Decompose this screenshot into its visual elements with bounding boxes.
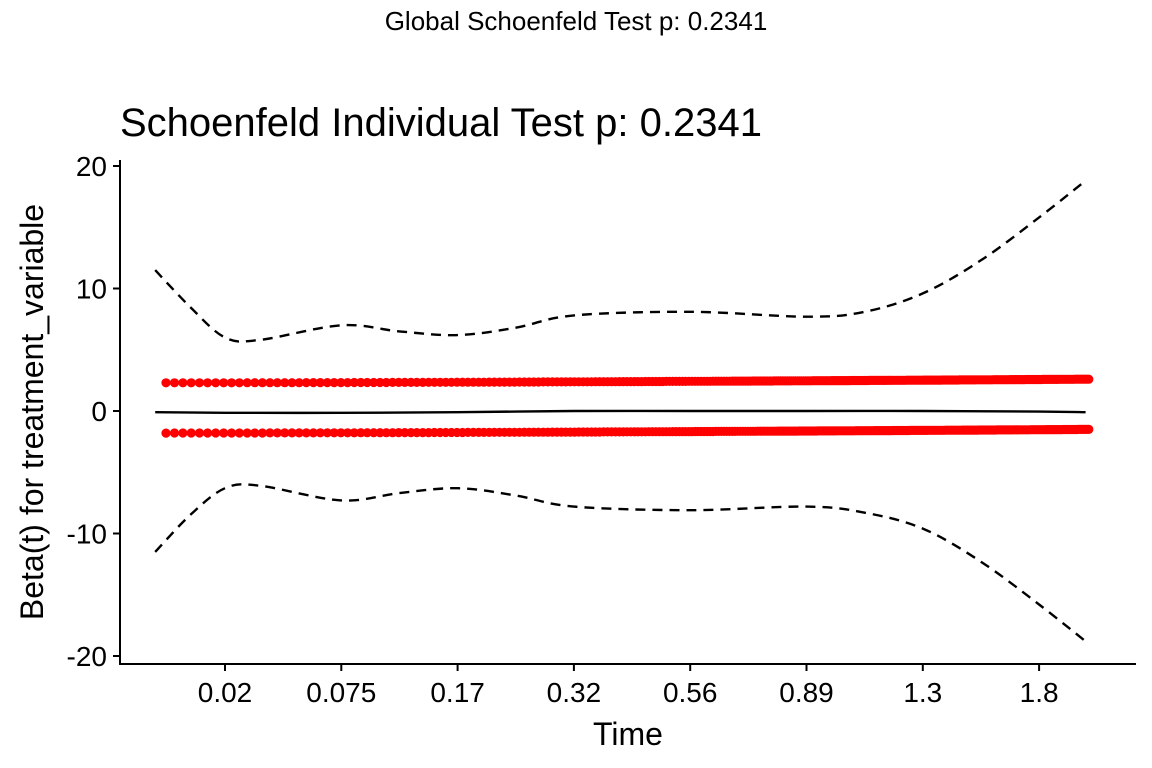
residual-point	[161, 378, 171, 388]
residual-point	[356, 377, 366, 388]
residual-point	[257, 428, 267, 438]
residual-point	[250, 378, 260, 388]
residual-point	[349, 428, 359, 438]
y-tick-label: -20	[67, 641, 107, 672]
residual-point	[287, 428, 297, 438]
plot-area	[154, 179, 1094, 643]
residual-point	[287, 378, 297, 388]
fitted-beta-line	[155, 409, 1086, 415]
y-tick-label: -10	[67, 519, 107, 550]
residual-point	[362, 377, 372, 388]
chart-title: Schoenfeld Individual Test p: 0.2341	[120, 101, 762, 145]
residual-point	[194, 428, 205, 438]
y-axis-ticks: -20 -10 0 10 20	[67, 151, 120, 672]
residual-point	[349, 377, 359, 388]
residual-point	[343, 378, 353, 388]
y-tick-label: 10	[76, 274, 107, 305]
residual-point	[211, 378, 221, 388]
residual-point	[280, 378, 290, 388]
x-axis-ticks: 0.02 0.075 0.17 0.32 0.56 0.89 1.3 1.8	[198, 664, 1059, 708]
residual-point	[161, 428, 171, 438]
residual-point	[257, 378, 267, 388]
residual-point	[336, 428, 346, 438]
residual-point	[315, 428, 325, 438]
residual-point	[219, 428, 229, 438]
residual-point	[329, 428, 339, 438]
residual-point	[369, 428, 379, 438]
residual-point	[315, 378, 325, 388]
residual-point	[178, 428, 188, 438]
residual-point	[265, 378, 275, 388]
residual-point	[1084, 374, 1094, 384]
residual-point	[250, 428, 260, 438]
residual-point	[272, 428, 282, 438]
residual-point	[301, 428, 311, 438]
residual-point	[308, 428, 318, 438]
residual-point	[203, 428, 213, 438]
residual-point	[375, 377, 385, 388]
residual-point	[178, 378, 188, 388]
residual-point	[194, 378, 205, 388]
residual-point	[322, 378, 332, 388]
residual-point	[362, 428, 372, 438]
residual-point	[211, 428, 221, 438]
residual-point	[280, 428, 290, 438]
residual-band	[161, 424, 1094, 438]
x-tick-label: 0.89	[779, 677, 834, 708]
residual-point	[375, 428, 385, 438]
lower-confidence-line	[154, 483, 1087, 643]
residual-point	[227, 378, 237, 388]
residual-point	[169, 428, 180, 438]
x-tick-label: 0.02	[198, 677, 253, 708]
x-tick-label: 0.32	[547, 677, 602, 708]
residual-point	[1084, 424, 1094, 434]
residual-point	[294, 428, 304, 438]
residual-point	[265, 428, 275, 438]
residual-point	[308, 378, 318, 388]
y-tick-label: 0	[91, 396, 107, 427]
residual-point	[169, 378, 180, 388]
residual-point	[369, 377, 379, 388]
x-tick-label: 1.8	[1020, 677, 1059, 708]
residual-band	[161, 374, 1094, 388]
y-axis-label: Beta(t) for treatment_variable	[14, 204, 50, 620]
residual-point	[186, 378, 196, 388]
upper-confidence-line	[154, 179, 1087, 343]
residual-point	[234, 428, 244, 438]
residual-point	[219, 378, 229, 388]
residual-point	[356, 428, 366, 438]
residual-point	[272, 378, 282, 388]
x-axis-label: Time	[593, 716, 663, 752]
residual-point	[203, 378, 213, 388]
residual-point	[294, 378, 304, 388]
residual-point	[234, 378, 244, 388]
residual-point	[322, 428, 332, 438]
residual-point	[186, 428, 196, 438]
residual-point	[242, 428, 252, 438]
residual-point	[381, 428, 391, 438]
x-tick-label: 0.075	[306, 677, 376, 708]
residual-point	[336, 378, 346, 388]
residual-point	[343, 428, 353, 438]
y-tick-label: 20	[76, 151, 107, 182]
residual-point	[301, 378, 311, 388]
x-tick-label: 0.56	[663, 677, 718, 708]
global-test-title: Global Schoenfeld Test p: 0.2341	[384, 6, 768, 36]
x-tick-label: 1.3	[903, 677, 942, 708]
residual-point	[242, 378, 252, 388]
x-tick-label: 0.17	[430, 677, 485, 708]
residual-point	[227, 428, 237, 438]
residual-point	[329, 378, 339, 388]
